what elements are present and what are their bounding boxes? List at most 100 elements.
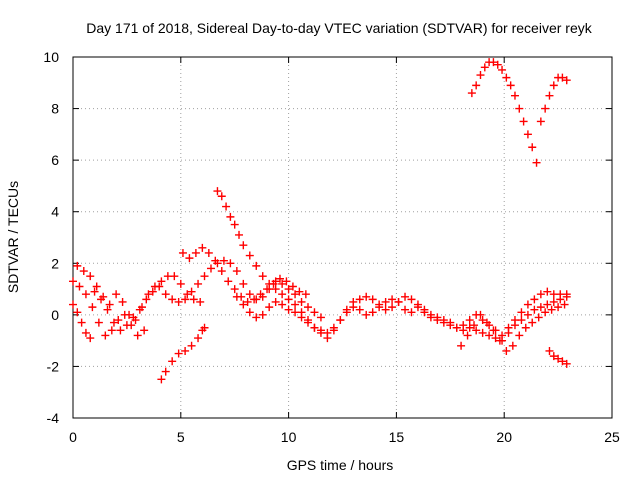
data-point [439, 316, 448, 325]
data-point [446, 318, 455, 327]
data-point [271, 297, 280, 306]
data-point [144, 290, 153, 299]
data-point [122, 321, 131, 330]
data-point [256, 290, 265, 299]
data-point [245, 308, 254, 317]
data-point [543, 287, 552, 296]
y-axis: -4 -2 0 2 4 6 8 10 [43, 49, 612, 426]
data-point [284, 285, 293, 294]
data-point [528, 318, 537, 327]
data-point [489, 58, 498, 67]
data-point [528, 143, 537, 152]
data-point [92, 282, 101, 291]
data-point [545, 346, 554, 355]
data-point [196, 297, 205, 306]
data-point [498, 331, 507, 340]
data-point [181, 346, 190, 355]
x-tick-label: 25 [604, 429, 620, 445]
data-point [275, 274, 284, 283]
data-point [109, 318, 118, 327]
data-point [543, 300, 552, 309]
data-point [140, 326, 149, 335]
data-point [536, 290, 545, 299]
data-point [284, 295, 293, 304]
data-point [69, 277, 77, 286]
data-point [295, 287, 304, 296]
series-track-7 [213, 187, 571, 345]
data-point [368, 308, 377, 317]
data-point [554, 303, 563, 312]
data-point [116, 326, 125, 335]
series-track-12 [545, 346, 571, 368]
series-track-11 [536, 73, 571, 126]
data-point [258, 310, 267, 319]
data-point [560, 300, 569, 309]
data-point [426, 310, 435, 319]
data-point [476, 310, 485, 319]
data-point [185, 254, 194, 263]
data-point [519, 117, 528, 126]
data-point [142, 295, 151, 304]
data-point [523, 130, 532, 139]
data-point [206, 264, 215, 273]
data-point [232, 267, 241, 276]
data-point [388, 295, 397, 304]
data-point [94, 318, 103, 327]
data-point [258, 272, 267, 281]
data-point [291, 300, 300, 309]
data-point [530, 295, 539, 304]
data-point [297, 297, 306, 306]
data-point [161, 290, 170, 299]
data-point [174, 297, 183, 306]
y-tick-label: 10 [43, 49, 59, 65]
data-point [112, 290, 121, 299]
data-point [103, 305, 112, 314]
data-point [541, 308, 550, 317]
data-point [118, 297, 127, 306]
data-point [226, 259, 235, 268]
data-point [485, 331, 494, 340]
data-point [452, 323, 461, 332]
data-point [90, 287, 99, 296]
data-point [342, 305, 351, 314]
data-point [194, 334, 203, 343]
y-tick-label: 8 [51, 101, 59, 117]
data-point [329, 323, 338, 332]
data-point [491, 334, 500, 343]
data-point [97, 295, 106, 304]
data-point [105, 300, 114, 309]
data-point [480, 63, 489, 72]
data-point [79, 267, 88, 276]
data-point [187, 287, 196, 296]
data-point [536, 303, 545, 312]
data-point [467, 89, 476, 98]
data-point [245, 251, 254, 260]
data-point [465, 323, 474, 332]
data-point [230, 220, 239, 229]
series-track-3 [69, 300, 95, 343]
data-point [125, 310, 134, 319]
data-point [265, 303, 274, 312]
data-point [217, 267, 226, 276]
data-point [517, 308, 526, 317]
data-point [420, 305, 429, 314]
data-point [239, 241, 248, 250]
data-point [407, 295, 416, 304]
chart-title: Day 171 of 2018, Sidereal Day-to-day VTE… [86, 20, 592, 36]
data-point [534, 313, 543, 322]
data-point [263, 285, 272, 294]
data-point [362, 292, 371, 301]
data-point [204, 248, 213, 257]
data-point [510, 91, 519, 100]
data-point [157, 375, 166, 384]
data-point [482, 318, 491, 327]
data-point [381, 305, 390, 314]
x-tick-label: 5 [177, 429, 185, 445]
data-point [476, 71, 485, 80]
data-point [478, 316, 487, 325]
data-point [252, 313, 261, 322]
data-point [401, 292, 410, 301]
data-point [178, 248, 187, 257]
series-track-8 [232, 287, 571, 340]
data-point [362, 310, 371, 319]
